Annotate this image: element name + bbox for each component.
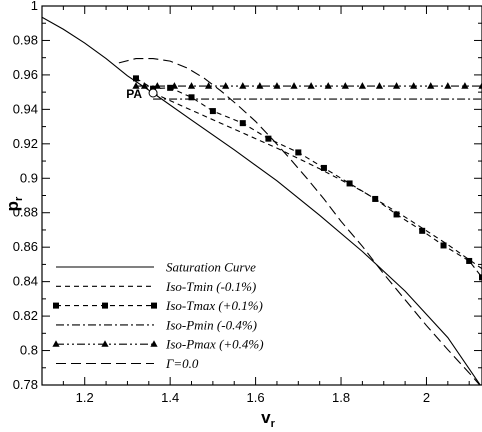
data-point-square	[132, 75, 139, 82]
data-point-triangle	[170, 82, 179, 89]
y-tick-label: 0.82	[13, 308, 38, 323]
legend-item-iso-pmin-0-4: Iso-Pmin (-0.4%)	[56, 317, 257, 332]
y-tick-label: 0.92	[13, 136, 38, 151]
data-point-square	[265, 135, 272, 142]
data-point-triangle	[392, 82, 401, 89]
point-pa-marker	[148, 88, 158, 98]
data-point-triangle	[375, 82, 384, 89]
legend-item-iso-tmax-0-1: Iso-Tmax (+0.1%)	[53, 298, 263, 313]
data-point-triangle	[273, 82, 281, 89]
data-point-triangle	[153, 82, 161, 89]
legend-marker	[101, 340, 109, 347]
series-iso-pmax-0-4	[132, 82, 482, 89]
x-tick-label: 1.6	[247, 390, 265, 405]
legend-marker	[150, 340, 158, 347]
y-tick-label: 0.98	[13, 32, 38, 47]
x-axis-title: vr	[261, 408, 275, 430]
data-point-square	[239, 120, 246, 127]
legend-item-saturation-curve: Saturation Curve	[56, 260, 256, 275]
data-point-triangle	[444, 82, 452, 89]
series-iso-tmax-0-1	[132, 75, 482, 281]
series-saturation-curve	[42, 16, 481, 385]
legend-marker	[52, 340, 60, 347]
legend: Saturation Curve Iso-Tmin (-0.1%) Iso-Tmax…	[52, 260, 264, 371]
data-point-square	[346, 180, 353, 187]
series-line-saturation-curve	[42, 16, 481, 385]
data-point-triangle	[358, 82, 366, 89]
data-point-square	[209, 108, 216, 115]
y-tick-label: 0.8	[20, 343, 38, 358]
data-point-triangle	[205, 82, 213, 89]
legend-label: Iso-Tmin (-0.1%)	[165, 279, 256, 294]
legend-item-iso-pmax-0-4: Iso-Pmax (+0.4%)	[52, 337, 264, 352]
y-tick-label: 0.84	[13, 274, 38, 289]
data-point-square	[419, 227, 426, 234]
x-tick-label: 1.4	[161, 390, 179, 405]
y-tick-label: 0.96	[13, 67, 38, 82]
data-point-triangle	[222, 82, 230, 89]
legend-marker	[53, 302, 59, 309]
legend-label: Saturation Curve	[166, 260, 256, 275]
y-tick-label: 1	[31, 0, 38, 13]
legend-item-0-0: Γ=0.0	[56, 356, 199, 371]
data-point-square	[188, 94, 195, 101]
y-tick-label: 0.9	[20, 170, 38, 185]
x-tick-label: 1.2	[76, 390, 94, 405]
point-pa-label: PA	[126, 87, 142, 101]
data-point-square	[440, 242, 447, 249]
data-point-square	[466, 257, 473, 264]
data-point-triangle	[239, 82, 247, 89]
data-point-triangle	[132, 82, 140, 89]
legend-label: Iso-Tmax (+0.1%)	[165, 298, 263, 313]
series-line-iso-tmax-0-1	[135, 77, 482, 278]
data-point-triangle	[187, 82, 196, 89]
data-point-triangle	[140, 82, 149, 89]
data-point-triangle	[461, 82, 469, 89]
y-axis-title: pr	[3, 196, 25, 211]
legend-marker	[102, 302, 108, 309]
series-0-0	[118, 57, 481, 385]
legend-label: Iso-Pmax (+0.4%)	[165, 337, 264, 352]
y-tick-label: 0.78	[13, 377, 38, 392]
series-iso-tmin-0-1	[152, 92, 482, 270]
data-point-square	[372, 195, 379, 202]
legend-label: Iso-Pmin (-0.4%)	[165, 317, 257, 332]
data-point-triangle	[341, 82, 349, 89]
y-tick-label: 0.86	[13, 239, 38, 254]
data-point-triangle	[410, 82, 418, 89]
data-point-triangle	[324, 82, 332, 89]
data-point-square	[393, 211, 400, 218]
series-line-0-0	[118, 57, 481, 385]
data-point-triangle	[307, 82, 315, 89]
legend-marker	[151, 302, 157, 309]
series-layer	[42, 16, 482, 385]
data-point-square	[167, 84, 174, 91]
data-point-square	[320, 164, 327, 171]
y-tick-label: 0.94	[13, 101, 38, 116]
legend-item-iso-tmin-0-1: Iso-Tmin (-0.1%)	[56, 279, 256, 294]
data-point-triangle	[478, 82, 482, 89]
data-point-square	[295, 149, 302, 156]
data-point-square	[479, 274, 482, 281]
data-point-triangle	[256, 82, 264, 89]
data-point-triangle	[427, 82, 435, 89]
legend-label: Γ=0.0	[165, 356, 199, 371]
data-point-triangle	[290, 82, 298, 89]
axis-ticks: 1.2 1.4 1.6 1.8 2 0.78 0.8 0.82 0.84 0.86 0.88 0.9 0…	[13, 0, 482, 405]
x-tick-label: 2	[423, 390, 430, 405]
y-tick-label: 0.88	[13, 205, 38, 220]
x-tick-label: 1.8	[332, 390, 350, 405]
plot-frame	[41, 5, 482, 386]
annotation-layer: PA	[126, 87, 158, 101]
series-line-iso-tmin-0-1	[152, 92, 482, 270]
